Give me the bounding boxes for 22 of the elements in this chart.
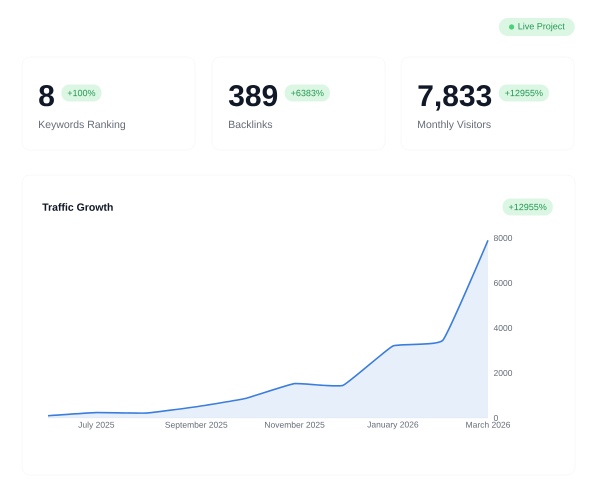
y-tick-label: 6000 — [494, 280, 512, 286]
text: 8 — [39, 85, 54, 106]
text: Monthly Visitors — [418, 120, 491, 130]
chart-title: Traffic Growth — [42, 203, 113, 211]
text: Keywords Ranking — [39, 120, 126, 130]
text: +6383% — [291, 90, 324, 96]
y-tick-label: 4000 — [494, 325, 512, 332]
text: Backlinks — [229, 120, 272, 128]
text: +12955% — [505, 90, 543, 96]
y-tick-label: 2000 — [494, 370, 512, 376]
x-tick-label: November 2025 — [265, 422, 324, 428]
y-tick-label: 0 — [494, 415, 498, 422]
text: 7,833 — [418, 85, 492, 111]
x-tick-label: July 2025 — [78, 422, 114, 430]
text: +100% — [68, 90, 96, 96]
x-tick-label: January 2026 — [367, 422, 418, 430]
y-tick-label: 8000 — [494, 235, 512, 242]
text: +12955% — [508, 204, 546, 210]
text: 389 — [228, 85, 278, 106]
x-tick-label: March 2026 — [466, 422, 510, 428]
text: Live Project — [518, 22, 565, 32]
x-tick-label: September 2025 — [165, 422, 228, 430]
